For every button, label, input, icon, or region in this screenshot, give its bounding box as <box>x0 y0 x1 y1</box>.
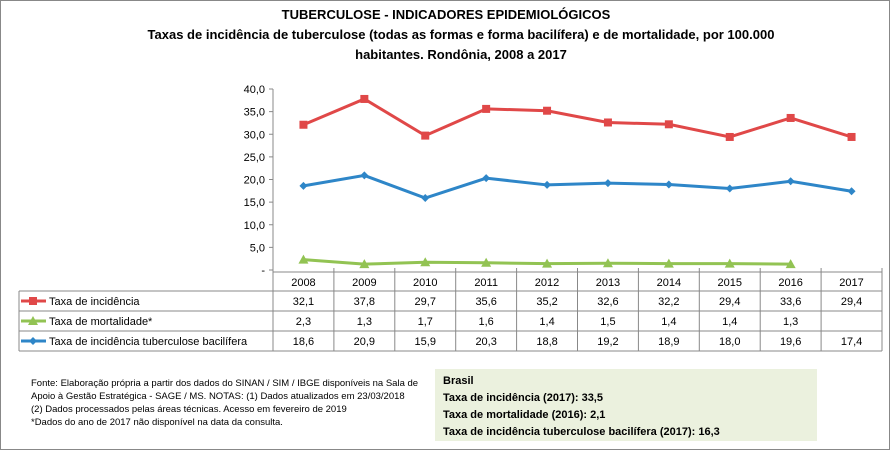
data-point <box>847 132 856 141</box>
data-label: 32,1 <box>293 296 314 308</box>
data-point <box>664 120 673 129</box>
data-label: 18,8 <box>536 336 557 348</box>
chart-svg: - 5,0 10,0 15,0 20,0 25,0 30,0 35,0 40,0 2008 2009… <box>18 84 883 352</box>
y-tick-label: 20,0 <box>244 175 265 187</box>
brasil-box: Brasil Taxa de incidência (2017): 33,5 T… <box>435 369 817 441</box>
x-category-label: 2014 <box>657 277 681 289</box>
data-label: 1,4 <box>661 316 676 328</box>
data-label: 15,9 <box>415 336 436 348</box>
x-category-label: 2015 <box>718 277 742 289</box>
data-label: 29,4 <box>841 296 862 308</box>
data-label: 1,4 <box>539 316 554 328</box>
legend-label: Taxa de mortalidade* <box>49 316 153 328</box>
data-point <box>603 118 612 127</box>
legend-label: Taxa de incidência tuberculose bacilífer… <box>49 336 248 348</box>
data-label: 18,6 <box>293 336 314 348</box>
data-point <box>664 180 673 189</box>
y-tick-label: - <box>261 265 265 277</box>
note-line: *Dados do ano de 2017 não disponível na … <box>31 417 283 428</box>
legend-marker <box>29 297 37 305</box>
data-point <box>482 104 491 113</box>
data-point <box>360 171 369 180</box>
data-label: 29,7 <box>415 296 436 308</box>
data-label: 35,6 <box>475 296 496 308</box>
data-label: 33,6 <box>780 296 801 308</box>
data-point <box>542 258 553 268</box>
data-point <box>785 259 796 269</box>
data-point <box>603 179 612 188</box>
legend-marker <box>28 316 38 325</box>
data-point <box>421 131 430 140</box>
x-category-label: 2011 <box>474 277 498 289</box>
data-label: 37,8 <box>354 296 375 308</box>
data-point <box>421 194 430 203</box>
chart-title: TUBERCULOSE - INDICADORES EPIDEMIOLÓGICO… <box>281 7 611 22</box>
data-label: 19,6 <box>780 336 801 348</box>
data-point <box>786 177 795 186</box>
data-label: 32,6 <box>597 296 618 308</box>
note-line: Fonte: Elaboração própria a partir dos d… <box>31 378 419 402</box>
data-point <box>298 254 309 264</box>
data-point <box>482 174 491 183</box>
x-category-label: 2017 <box>839 277 863 289</box>
x-category-label: 2009 <box>352 277 376 289</box>
data-point <box>359 259 370 269</box>
data-label: 19,2 <box>597 336 618 348</box>
brasil-heading: Brasil <box>443 375 474 387</box>
data-label: 29,4 <box>719 296 740 308</box>
data-point <box>663 258 674 268</box>
data-point <box>847 187 856 196</box>
data-label: 2,3 <box>296 316 311 328</box>
data-label: 18,0 <box>719 336 740 348</box>
legend-marker <box>29 337 37 345</box>
brasil-line: Taxa de incidência tuberculose bacilífer… <box>443 426 720 438</box>
x-category-label: 2008 <box>291 277 315 289</box>
y-tick-label: 5,0 <box>250 242 265 254</box>
y-tick-label: 15,0 <box>244 197 265 209</box>
data-label: 20,9 <box>354 336 375 348</box>
data-label: 20,3 <box>475 336 496 348</box>
series-line <box>302 97 852 139</box>
data-point <box>543 180 552 189</box>
data-point <box>360 94 369 103</box>
x-category-label: 2013 <box>596 277 620 289</box>
y-tick-label: 10,0 <box>244 220 265 232</box>
data-label: 1,3 <box>357 316 372 328</box>
legend-label: Taxa de incidência <box>49 296 140 308</box>
data-label: 17,4 <box>841 336 862 348</box>
data-label: 1,4 <box>722 316 737 328</box>
brasil-line: Taxa de incidência (2017): 33,5 <box>443 392 603 404</box>
data-point <box>420 257 431 267</box>
y-tick-label: 40,0 <box>244 84 265 96</box>
x-category-label: 2010 <box>413 277 437 289</box>
data-point <box>543 106 552 115</box>
data-label: 1,6 <box>479 316 494 328</box>
data-point <box>299 181 308 190</box>
x-category-label: 2016 <box>778 277 802 289</box>
data-point <box>725 132 734 141</box>
source-notes: Fonte: Elaboração própria a partir dos d… <box>31 377 421 429</box>
data-point <box>299 120 308 129</box>
data-point <box>786 113 795 122</box>
y-tick-label: 30,0 <box>244 129 265 141</box>
series-line <box>303 173 852 200</box>
note-line: (2) Dados processados pelas áreas técnic… <box>31 404 347 415</box>
data-label: 1,5 <box>600 316 615 328</box>
chart-subtitle: Taxas de incidência de tuberculose (toda… <box>147 27 775 62</box>
data-label: 1,3 <box>783 316 798 328</box>
data-label: 35,2 <box>536 296 557 308</box>
data-point <box>602 258 613 268</box>
data-point <box>725 184 734 193</box>
data-point <box>481 257 492 267</box>
y-tick-label: 35,0 <box>244 107 265 119</box>
brasil-line: Taxa de mortalidade (2016): 2,1 <box>443 409 606 421</box>
y-tick-label: 25,0 <box>244 152 265 164</box>
x-category-label: 2012 <box>535 277 559 289</box>
data-label: 18,9 <box>658 336 679 348</box>
data-point <box>724 258 735 268</box>
data-label: 1,7 <box>418 316 433 328</box>
data-label: 32,2 <box>658 296 679 308</box>
